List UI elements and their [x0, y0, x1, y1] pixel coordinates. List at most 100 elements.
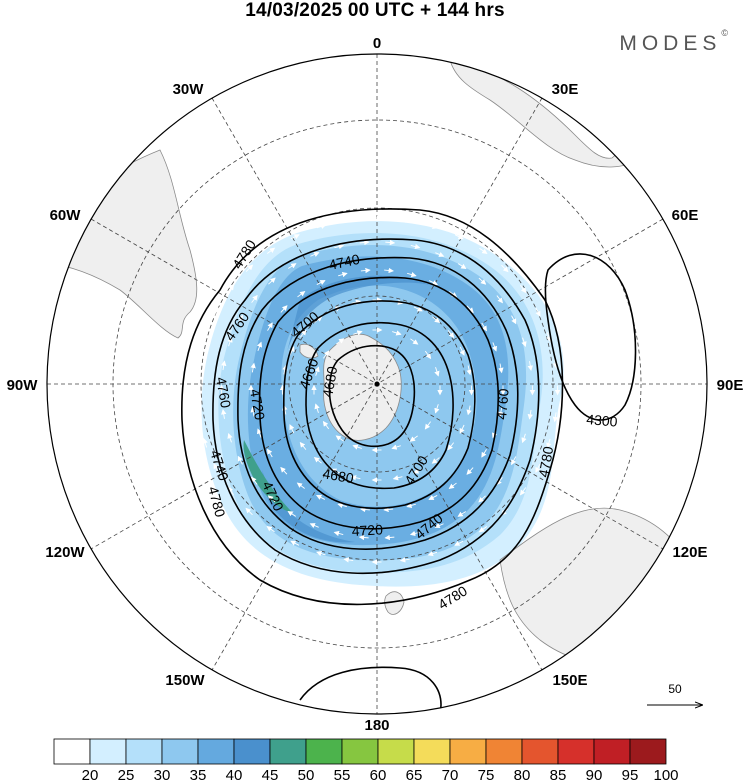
wind-vector-arrow [237, 455, 243, 465]
colorbar-tick-label: 35 [190, 767, 207, 782]
wind-vector-arrow [546, 438, 552, 449]
wind-vector-arrow [454, 234, 464, 240]
contour-4680 [305, 321, 454, 490]
longitude-label: 120E [672, 544, 707, 561]
colorbar-swatch [557, 738, 595, 765]
wind-vector-arrow [501, 264, 509, 273]
wind-vector-arrow [427, 551, 438, 557]
wind-vector-arrow [552, 412, 559, 423]
wind-vector-arrow [267, 322, 273, 331]
colorbar-swatch [593, 738, 631, 765]
wind-vector-arrow [322, 420, 330, 430]
wind-vector-arrow [343, 557, 354, 563]
wind-vector-arrow [280, 305, 288, 313]
colorbar-swatch [89, 738, 127, 765]
wind-vector-arrow [546, 332, 552, 342]
wind-vector-arrow [428, 495, 438, 500]
wind-shade-50 [243, 440, 292, 512]
wind-vector-arrow [434, 523, 444, 529]
wind-vector-arrow [496, 295, 503, 304]
wind-vector-arrow [399, 557, 410, 563]
wind-vector-arrow [511, 315, 517, 325]
africa-land [449, 59, 641, 168]
wind-vector-arrow [498, 407, 504, 418]
wind-vector-arrow [466, 467, 474, 475]
wind-vector-arrow [521, 433, 527, 444]
longitude-label: 180 [364, 717, 389, 734]
contour-label: 4720 [247, 388, 268, 422]
wind-vector-arrow [432, 316, 441, 324]
wind-vector-arrow [435, 251, 445, 257]
wind-vector-arrow [391, 444, 401, 450]
colorbar-swatch [53, 738, 91, 765]
forecast-title: 14/03/2025 00 UTC + 144 hrs [245, 0, 505, 21]
wind-vector-arrow [466, 365, 472, 376]
longitude-label: 150W [165, 672, 205, 689]
wind-vector-arrow [267, 495, 276, 503]
wind-vector-arrow [459, 346, 465, 356]
contour-label: 4760 [213, 376, 234, 410]
longitude-label: 150E [552, 672, 587, 689]
wind-vector-arrow [359, 239, 370, 246]
wind-vector-arrow [251, 294, 258, 303]
wind-vector-arrow [202, 438, 208, 448]
wind-vector-arrow [316, 223, 327, 229]
wind-vector-arrow [520, 284, 527, 294]
wind-vector-arrow [353, 330, 363, 336]
colorbar-swatch [449, 738, 487, 765]
colorbar-tick-label: 45 [262, 767, 279, 782]
brand-name: MODES [619, 32, 722, 55]
wind-vector-arrow [410, 243, 421, 250]
south-pole-marker [374, 381, 380, 387]
contour-label: 4300 [586, 411, 619, 430]
wind-vector-arrow [268, 277, 276, 285]
wind-vector-arrow [297, 290, 306, 298]
wind-vector-arrow [296, 482, 305, 489]
wind-vector-arrow [316, 280, 326, 285]
wind-vector-arrow [335, 435, 344, 442]
wind-vector-arrow [227, 432, 233, 443]
colorbar-swatch [341, 738, 379, 765]
wind-vector-arrow [413, 306, 423, 312]
wind-vector-arrow [400, 217, 411, 223]
colorbar-tick-label: 40 [226, 767, 243, 782]
longitude-label: 30W [173, 81, 205, 98]
wind-vector-arrow [213, 307, 219, 317]
colorbar-tick-label: 20 [82, 767, 99, 782]
wind-vector-arrow [447, 330, 455, 339]
colorbar-tick-label: 85 [550, 767, 567, 782]
colorbar-tick-label: 60 [370, 767, 387, 782]
contour-4700 [282, 300, 476, 510]
colorbar-swatch [629, 738, 667, 765]
wind-vector-arrow [245, 507, 253, 516]
colorbar-swatch [269, 738, 307, 765]
wind-vector-arrow [527, 361, 533, 371]
reference-vector: 50 [647, 682, 702, 705]
wind-vector-arrow [527, 409, 533, 420]
wind-vector-arrow [333, 530, 344, 537]
wind-vector-arrow [250, 362, 256, 373]
colorbar-swatch [233, 738, 271, 765]
map-border [46, 53, 708, 715]
wind-vector-arrow [360, 267, 371, 274]
wind-vector-arrow [334, 243, 345, 250]
contour-4780-bottom [299, 666, 442, 714]
wind-vector-arrow [479, 247, 488, 255]
wind-vector-arrow [313, 456, 322, 464]
wind-vector-arrow [314, 366, 320, 376]
colorbar-tick-label: 95 [622, 767, 639, 782]
wind-vector-arrow [383, 506, 394, 513]
longitude-label: 60W [50, 207, 82, 224]
colorbar-tick-label: 100 [653, 767, 678, 782]
wind-vector-arrow [359, 506, 370, 513]
wind-vector-arrow [407, 271, 417, 278]
longitude-label: 120W [45, 544, 85, 561]
wind-vector-arrow [384, 267, 395, 274]
wind-vector-arrow [299, 329, 307, 338]
wind-vector-arrow [519, 487, 527, 496]
wind-vector-arrow [392, 330, 402, 336]
wind-vector-arrow [227, 284, 235, 293]
wind-vector-arrow [314, 316, 323, 323]
wind-vector-arrow [434, 404, 440, 414]
contour-label: 4680 [319, 365, 340, 399]
